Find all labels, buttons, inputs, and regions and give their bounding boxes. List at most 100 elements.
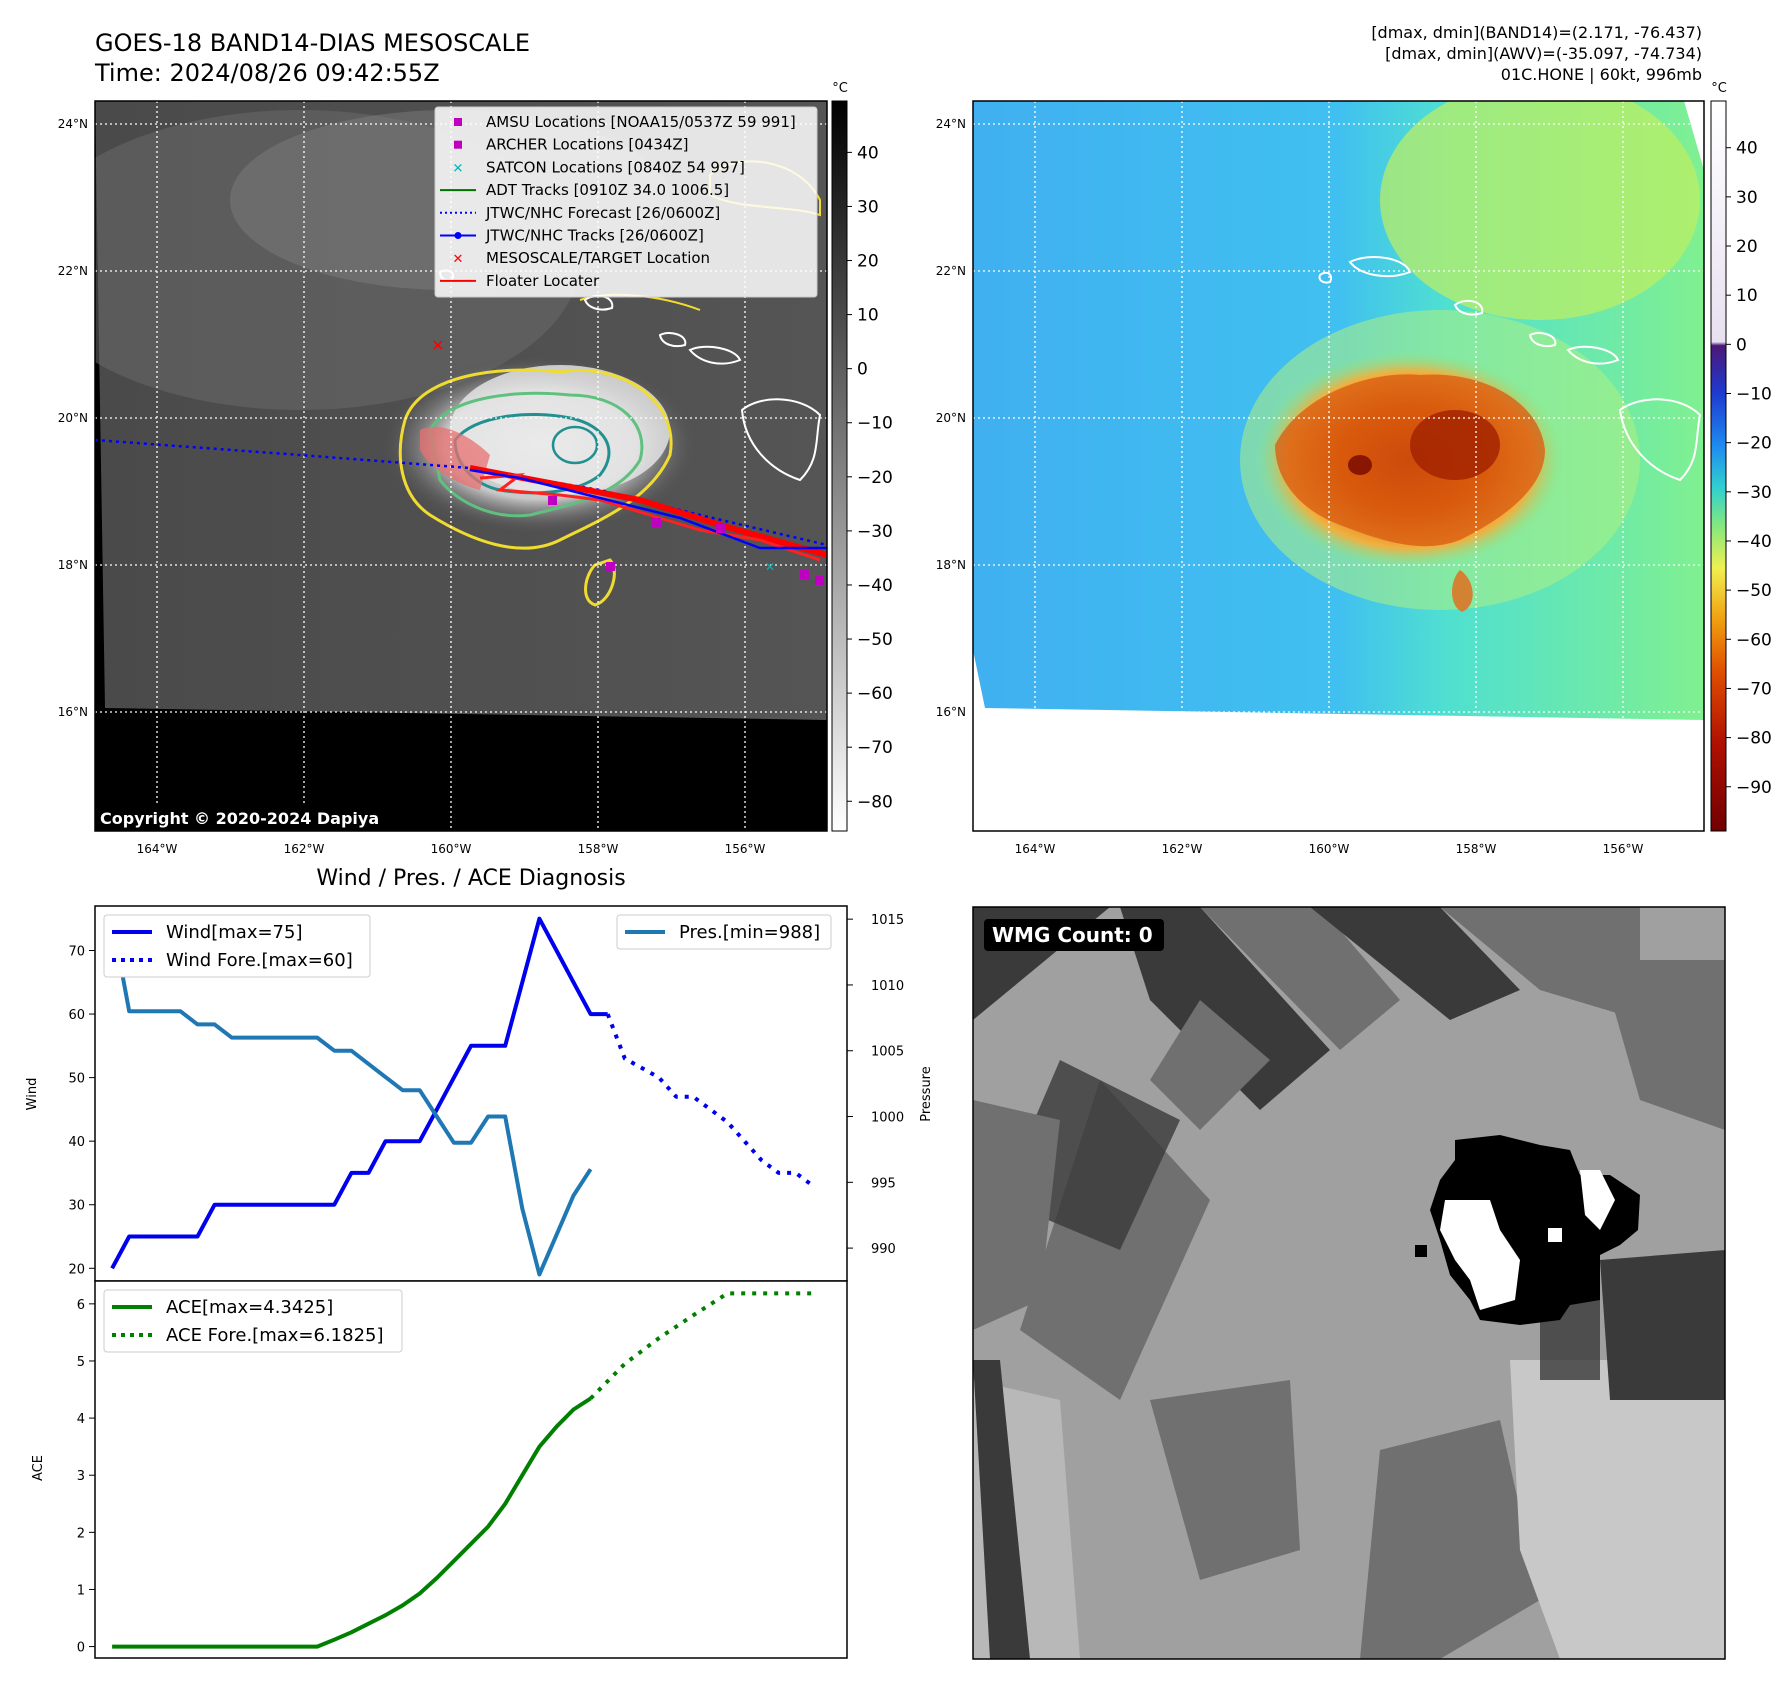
- pressure-tick: 1000: [871, 1111, 904, 1126]
- pressure-axis-label: Pressure: [919, 1066, 934, 1122]
- legend-pres: Pres.[min=988]: [679, 922, 820, 943]
- awv-lat-label: 18°N: [936, 558, 966, 572]
- color-colorbar-tick: 0: [1736, 335, 1747, 355]
- ir-map-panel: ✕ ✕ AMSU Locations [NOAA15/0537Z 59 991]…: [58, 100, 828, 856]
- pressure-legend: Pres.[min=988]: [616, 914, 832, 950]
- ir-lon-label: 160°W: [431, 842, 472, 856]
- wind-tick: 50: [68, 1072, 85, 1087]
- gray-colorbar-tick: −20: [857, 468, 893, 488]
- ace-tick: 5: [77, 1355, 85, 1370]
- wmg-count-label: WMG Count: 0: [992, 923, 1153, 947]
- color-colorbar-tick: 40: [1736, 139, 1758, 159]
- color-colorbar-tick: −10: [1736, 384, 1772, 404]
- gray-colorbar-tick: −50: [857, 630, 893, 650]
- gray-colorbar-tick: 20: [857, 252, 879, 272]
- pressure-tick: 1005: [871, 1045, 904, 1060]
- color-colorbar-tick: −70: [1736, 679, 1772, 699]
- amsu-marker: [800, 570, 809, 579]
- map-legend-marker: ✕: [453, 252, 464, 267]
- gray-colorbar-tick: −10: [857, 414, 893, 434]
- map-legend-label: MESOSCALE/TARGET Location: [486, 249, 710, 267]
- wind-tick: 40: [68, 1135, 85, 1150]
- gray-colorbar-tick: 10: [857, 306, 879, 326]
- pressure-tick: 1010: [871, 979, 904, 994]
- ace-tick: 0: [77, 1641, 85, 1656]
- ir-lon-label: 164°W: [137, 842, 178, 856]
- awv-lon-label: 156°W: [1603, 842, 1644, 856]
- ace-tick: 1: [77, 1583, 85, 1598]
- color-colorbar-tick: −50: [1736, 581, 1772, 601]
- awv-lat-label: 24°N: [936, 117, 966, 131]
- color-colorbar-tick: −30: [1736, 483, 1772, 503]
- map-legend-label: ARCHER Locations [0434Z]: [486, 136, 689, 154]
- wind-legend: Wind[max=75] Wind Fore.[max=60]: [103, 914, 371, 978]
- awv-gridlines: [973, 101, 1704, 831]
- ace-tick: 6: [77, 1298, 85, 1313]
- diagnosis-title: Wind / Pres. / ACE Diagnosis: [316, 866, 625, 891]
- target-marker: ✕: [431, 336, 444, 355]
- pressure-tick: 995: [871, 1176, 896, 1191]
- gray-colorbar-tick: −60: [857, 684, 893, 704]
- copyright-text: Copyright © 2020-2024 Dapiya: [100, 809, 379, 828]
- awv-lon-label: 164°W: [1015, 842, 1056, 856]
- awv-lon-label: 160°W: [1309, 842, 1350, 856]
- color-colorbar-tick: 30: [1736, 188, 1758, 208]
- ir-lat-label: 24°N: [58, 117, 88, 131]
- map-legend-label: Floater Locater: [486, 272, 600, 290]
- series-line-pressure: [110, 918, 593, 1277]
- color-colorbar-tick: 20: [1736, 237, 1758, 257]
- wind-tick: 30: [68, 1199, 85, 1214]
- gray-colorbar-tick: 0: [857, 360, 868, 380]
- ace-legend: ACE[max=4.3425] ACE Fore.[max=6.1825]: [103, 1289, 403, 1353]
- info-line3: 01C.HONE | 60kt, 996mb: [1501, 65, 1702, 84]
- ir-lat-label: 20°N: [58, 411, 88, 425]
- ace-panel: 6 5 4 3 2 1 0 ACE ACE[max=4.3425] ACE Fore.[ma…: [31, 1280, 848, 1659]
- pressure-tick: 1015: [871, 913, 904, 928]
- wind-axis-label: Wind: [25, 1078, 40, 1111]
- ace-tick: 3: [77, 1469, 85, 1484]
- ir-lon-label: 158°W: [578, 842, 619, 856]
- satcon-marker: ✕: [765, 560, 775, 574]
- figure-title-line2: Time: 2024/08/26 09:42:55Z: [94, 59, 440, 87]
- info-line1: [dmax, dmin](BAND14)=(2.171, -76.437): [1371, 23, 1702, 42]
- wind-tick: 60: [68, 1008, 85, 1023]
- amsu-marker: [652, 518, 661, 527]
- archer-marker: [606, 562, 615, 571]
- map-legend-marker: [440, 232, 476, 239]
- color-colorbar-tick: 10: [1736, 286, 1758, 306]
- map-legend-marker: [454, 118, 462, 126]
- awv-lat-labels: 24°N 22°N 20°N 18°N 16°N: [936, 117, 966, 719]
- amsu-marker: [716, 524, 725, 533]
- wmg-panel: WMG Count: 0: [972, 906, 1726, 1660]
- series-line-wind: [110, 916, 608, 1270]
- legend-wind-fore: Wind Fore.[max=60]: [166, 950, 353, 971]
- color-colorbar-tick: −60: [1736, 630, 1772, 650]
- gray-colorbar: °C 40 30 20 10 0 −10 −20 −30 −40 −50 −60 −70 −80: [831, 81, 893, 832]
- ace-axis-label: ACE: [31, 1455, 46, 1481]
- ir-lon-label: 156°W: [725, 842, 766, 856]
- awv-lat-label: 22°N: [936, 264, 966, 278]
- legend-ace-fore: ACE Fore.[max=6.1825]: [166, 1325, 384, 1346]
- color-colorbar-tick: −40: [1736, 532, 1772, 552]
- map-legend-label: ADT Tracks [0910Z 34.0 1006.5]: [486, 181, 729, 199]
- color-colorbar-unit: °C: [1711, 81, 1727, 96]
- gray-colorbar-tick: 40: [857, 143, 879, 163]
- ace-tick: 2: [77, 1526, 85, 1541]
- gray-colorbar-tick: −80: [857, 792, 893, 812]
- ace-tick: 4: [77, 1412, 85, 1427]
- gray-colorbar-tick: −40: [857, 576, 893, 596]
- wind-tick: 70: [68, 944, 85, 959]
- jtwc-tracks: [469, 468, 827, 550]
- awv-lon-label: 158°W: [1456, 842, 1497, 856]
- map-legend-label: JTWC/NHC Forecast [26/0600Z]: [485, 204, 720, 222]
- wind-pressure-panel: 70 60 50 40 30 20 1015 1010 1005 1000 995 990 Wind…: [25, 905, 934, 1282]
- figure-title-line1: GOES-18 BAND14-DIAS MESOSCALE: [95, 29, 530, 57]
- gray-colorbar-tick: 30: [857, 197, 879, 217]
- series-line-ace-forecast: [589, 1291, 813, 1400]
- wind-tick: 20: [68, 1262, 85, 1277]
- map-legend-label: AMSU Locations [NOAA15/0537Z 59 991]: [486, 113, 796, 131]
- series-line-wind-forecast: [605, 1013, 814, 1188]
- info-line2: [dmax, dmin](AWV)=(-35.097, -74.734): [1385, 44, 1702, 63]
- color-colorbar-tick: −90: [1736, 778, 1772, 798]
